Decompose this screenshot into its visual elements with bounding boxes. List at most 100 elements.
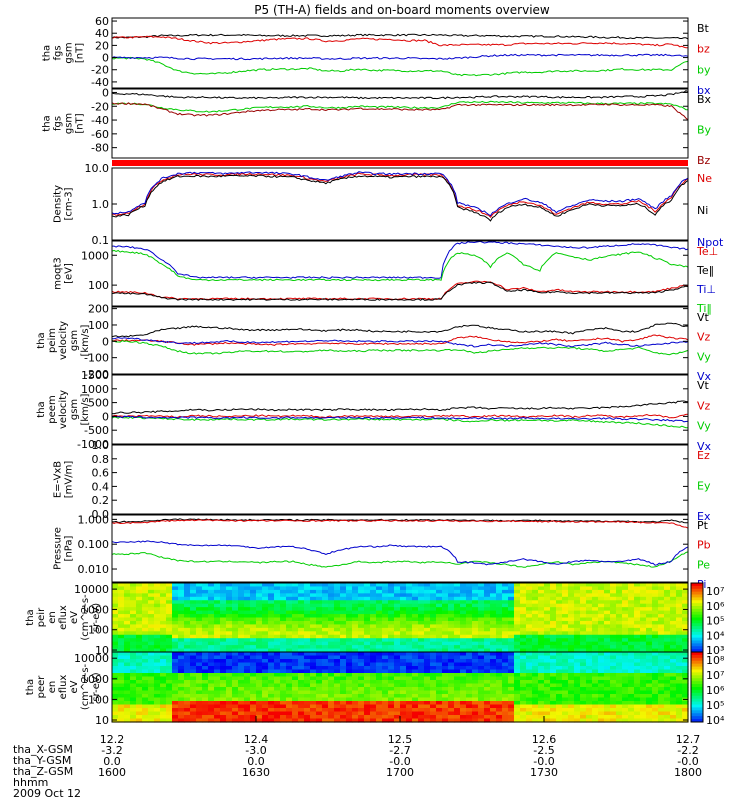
series-line-Vx: [111, 415, 689, 423]
spectrogram-cell: [208, 603, 215, 608]
spectrogram-cell: [502, 659, 509, 664]
spectrogram-cell: [148, 697, 155, 702]
spectrogram-cell: [196, 680, 203, 685]
spectrogram-cell: [232, 690, 239, 695]
spectrogram-cell: [418, 652, 425, 657]
spectrogram-cell: [262, 603, 269, 608]
spectrogram-cell: [238, 583, 245, 588]
spectrogram-cell: [682, 631, 689, 636]
spectrogram-cell: [406, 624, 413, 629]
colorbar-segment: [691, 666, 703, 670]
spectrogram-cell: [382, 620, 389, 625]
spectrogram-cell: [160, 617, 167, 622]
spectrogram-cell: [112, 641, 119, 646]
spectrogram-cell: [160, 638, 167, 643]
spectrogram-cell: [526, 694, 533, 699]
colorbar-segment: [691, 631, 703, 636]
spectrogram-cell: [676, 593, 683, 598]
colorbar-tick-label: 10⁴: [706, 629, 725, 642]
spectrogram-cell: [256, 690, 263, 695]
spectrogram-cell: [628, 694, 635, 699]
spectrogram-cell: [346, 718, 353, 723]
spectrogram-cell: [268, 620, 275, 625]
spectrogram-cell: [676, 631, 683, 636]
spectrogram-cell: [430, 694, 437, 699]
spectrogram-cell: [646, 648, 653, 653]
spectrogram-cell: [370, 655, 377, 660]
spectrogram-cell: [610, 659, 617, 664]
spectrogram-cell: [112, 708, 119, 713]
spectrogram-cell: [196, 589, 203, 594]
spectrogram-cell: [640, 655, 647, 660]
spectrogram-cell: [664, 600, 671, 605]
spectrogram-cell: [112, 659, 119, 664]
spectrogram-cell: [190, 593, 197, 598]
spectrogram-cell: [664, 603, 671, 608]
spectrogram-cell: [550, 600, 557, 605]
spectrogram-cell: [202, 697, 209, 702]
spectrogram-cell: [400, 645, 407, 650]
y-tick-label: 10: [95, 714, 109, 727]
spectrogram-cell: [112, 655, 119, 660]
spectrogram-cell: [178, 659, 185, 664]
y-axis-label: en: [47, 611, 58, 624]
spectrogram-cell: [172, 659, 179, 664]
spectrogram-cell: [346, 666, 353, 671]
x-tick-label: -3.0: [245, 744, 266, 757]
spectrogram-cell: [202, 715, 209, 720]
y-tick-label: 1000: [81, 603, 109, 616]
spectrogram-cell: [250, 638, 257, 643]
spectrogram-cell: [280, 683, 287, 688]
spectrogram-cell: [670, 659, 677, 664]
spectrogram-cell: [226, 583, 233, 588]
spectrogram-cell: [670, 715, 677, 720]
spectrogram-cell: [202, 614, 209, 619]
spectrogram-cell: [298, 697, 305, 702]
spectrogram-cell: [292, 676, 299, 681]
spectrogram-cell: [358, 631, 365, 636]
spectrogram-cell: [610, 687, 617, 692]
spectrogram-cell: [310, 624, 317, 629]
spectrogram-cell: [232, 715, 239, 720]
spectrogram-cell: [550, 694, 557, 699]
spectrogram-cell: [172, 669, 179, 674]
spectrogram-cell: [448, 634, 455, 639]
spectrogram-cell: [604, 711, 611, 716]
spectrogram-cell: [172, 676, 179, 681]
spectrogram-cell: [142, 624, 149, 629]
spectrogram-cell: [592, 645, 599, 650]
spectrogram-cell: [148, 586, 155, 591]
spectrogram-cell: [322, 620, 329, 625]
spectrogram-cell: [256, 620, 263, 625]
spectrogram-cell: [610, 627, 617, 632]
spectrogram-cell: [184, 673, 191, 678]
spectrogram-cell: [382, 641, 389, 646]
spectrogram-cell: [310, 708, 317, 713]
spectrogram-cell: [406, 701, 413, 706]
spectrogram-cell: [520, 718, 527, 723]
spectrogram-cell: [436, 701, 443, 706]
spectrogram-cell: [658, 701, 665, 706]
spectrogram-cell: [412, 600, 419, 605]
legend-label-By: By: [697, 124, 712, 137]
spectrogram-cell: [652, 614, 659, 619]
spectrogram-cell: [448, 683, 455, 688]
spectrogram-cell: [466, 711, 473, 716]
spectrogram-cell: [352, 659, 359, 664]
spectrogram-cell: [646, 666, 653, 671]
spectrogram-cell: [556, 655, 563, 660]
spectrogram-cell: [316, 610, 323, 615]
legend-label-Vt: Vt: [697, 379, 710, 392]
x-tick-label: 12.5: [388, 733, 413, 746]
spectrogram-cell: [424, 603, 431, 608]
spectrogram-cell: [376, 718, 383, 723]
spectrogram-cell: [682, 683, 689, 688]
spectrogram-cell: [622, 627, 629, 632]
spectrogram-cell: [682, 624, 689, 629]
spectrogram-cell: [622, 676, 629, 681]
spectrogram-cell: [322, 673, 329, 678]
spectrogram-cell: [496, 638, 503, 643]
spectrogram-cell: [310, 687, 317, 692]
spectrogram-cell: [466, 617, 473, 622]
spectrogram-cell: [514, 627, 521, 632]
